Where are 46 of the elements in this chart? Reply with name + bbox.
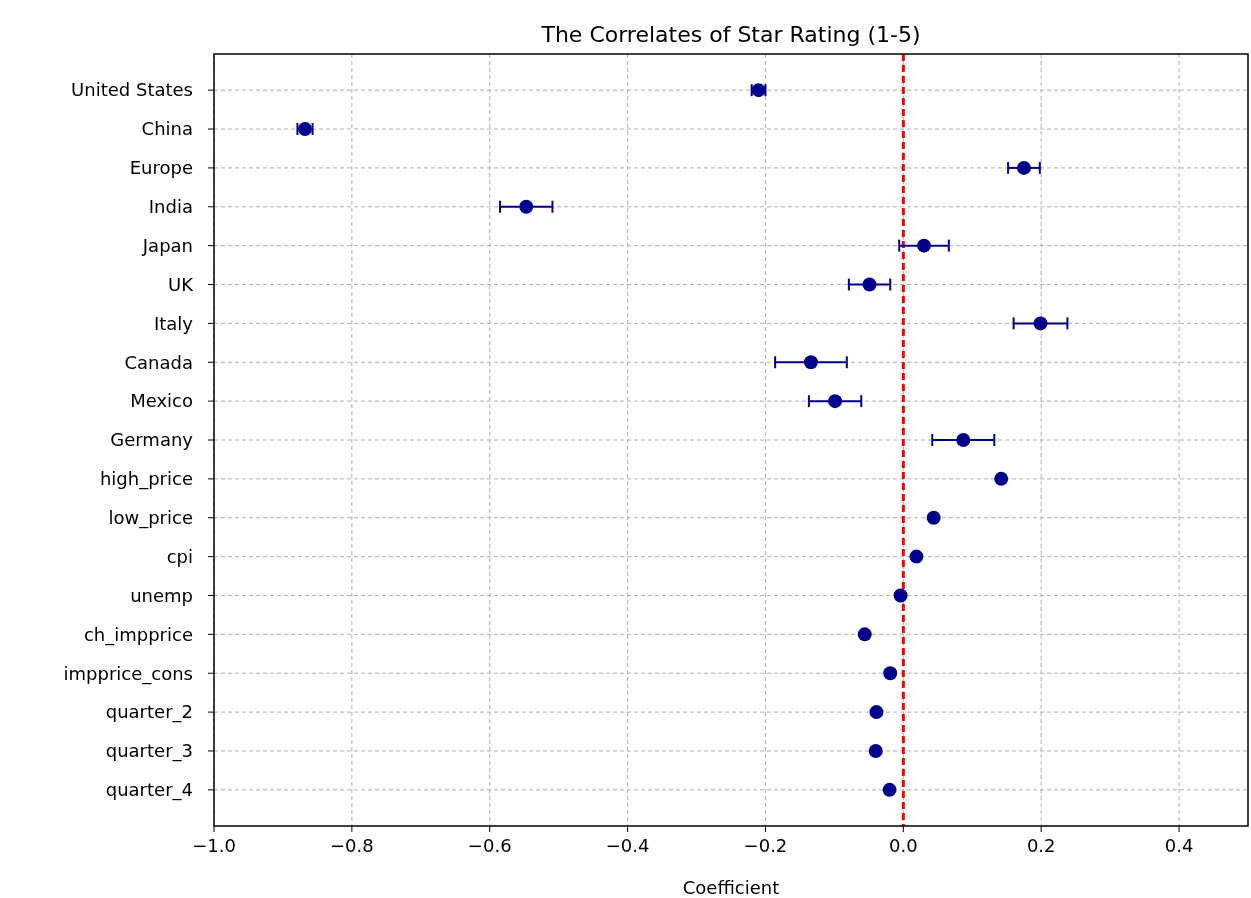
x-tick-label: −0.2 [743,835,788,856]
point [868,743,883,758]
y-tick-label: Japan [141,234,193,256]
y-tick-label: unemp [130,584,193,606]
point [519,199,534,214]
y-tick-label: UK [168,273,195,295]
point [994,471,1009,486]
point [1016,160,1031,175]
y-tick-label: Italy [153,312,194,334]
x-axis-title: Coefficient [682,877,780,898]
point [857,627,872,642]
x-tick-label: −1.0 [192,835,236,856]
x-tick-label: −0.4 [605,835,650,856]
y-tick-label: Mexico [130,390,193,412]
y-tick-label: cpi [166,545,193,567]
y-tick-label: Canada [124,351,193,373]
point [883,666,898,681]
y-tick-label: United States [71,79,193,101]
point [869,705,884,720]
x-tick-label: 0.2 [1026,835,1056,856]
point [926,510,941,525]
point [909,549,924,564]
point [882,782,897,797]
y-tick-label: high_price [99,468,193,491]
x-tick-label: −0.6 [467,835,512,856]
point [893,588,908,603]
y-tick-label: Germany [110,429,194,451]
point [917,238,932,253]
x-tick-label: −0.8 [330,835,374,856]
y-tick-label: China [141,118,193,140]
chart-title: The Correlates of Star Rating (1-5) [540,22,921,47]
y-tick-label: low_price [108,507,193,530]
y-tick-label: India [148,196,193,218]
point [862,277,877,292]
point [1033,316,1048,331]
point [956,433,971,447]
y-tick-label: quarter_3 [105,740,193,763]
y-tick-label: quarter_2 [105,701,193,724]
y-tick-label: Europe [129,157,193,179]
point [803,355,818,370]
x-tick-label: 0.4 [1164,835,1194,856]
y-tick-label: ch_impprice [83,623,193,646]
y-tick-label: quarter_4 [105,779,193,802]
x-tick-label: 0.0 [889,835,918,856]
y-tick-label: impprice_cons [63,662,193,685]
point [828,394,843,409]
